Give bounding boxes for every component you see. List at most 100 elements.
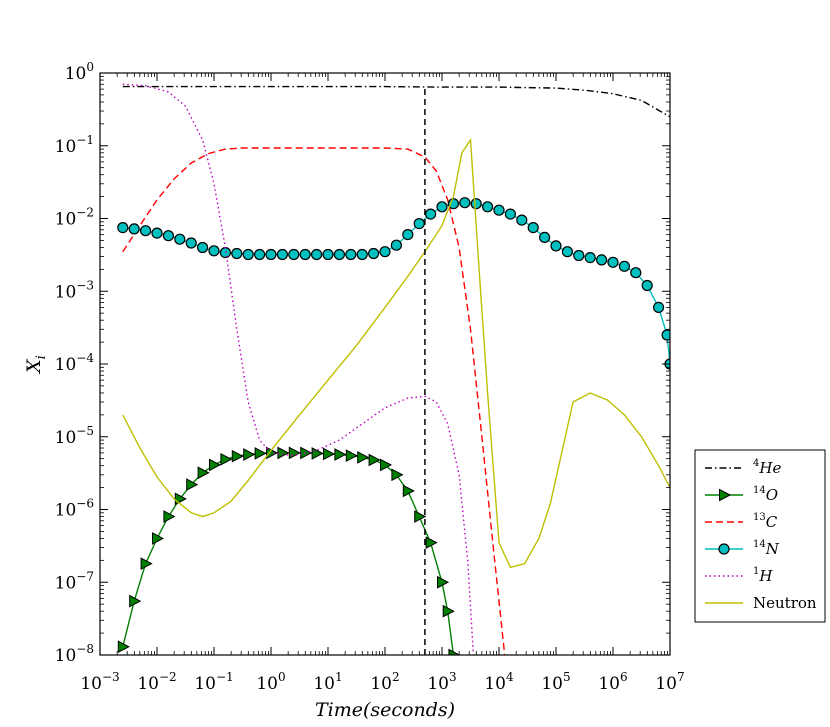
marker-14N-21 <box>356 248 368 261</box>
axes-layer <box>99 72 671 656</box>
marker-14N-22 <box>368 247 380 260</box>
marker-14N-25 <box>402 229 414 241</box>
marker-14N-8 <box>208 245 220 257</box>
marker-14O-12 <box>254 447 267 460</box>
marker-14O-21 <box>357 451 370 464</box>
marker-14O-10 <box>231 449 244 463</box>
series-line-1H <box>122 83 475 655</box>
series-line-14N <box>122 201 670 365</box>
marker-14N-41 <box>584 252 596 264</box>
marker-14O-4 <box>163 510 176 523</box>
marker-14N-10 <box>231 247 243 260</box>
x-tick-label: 101 <box>313 670 342 694</box>
marker-14N-11 <box>242 248 254 261</box>
marker-14N-32 <box>482 201 494 213</box>
x-tick-label: 10−3 <box>80 670 119 694</box>
marker-14N-5 <box>174 233 186 245</box>
marker-14N-38 <box>550 240 562 252</box>
marker-14N-45 <box>630 267 642 279</box>
x-axis-label: Time(seconds) <box>315 699 455 721</box>
series-line-13C <box>122 147 506 655</box>
marker-14O-0 <box>117 640 130 654</box>
marker-14N-18 <box>322 248 334 261</box>
legend-label-4He: 4He <box>753 458 781 477</box>
marker-14N-14 <box>276 248 288 261</box>
y-tick-label: 10−3 <box>55 278 94 302</box>
marker-14N-40 <box>573 249 585 262</box>
marker-14N-19 <box>333 248 345 261</box>
legend-label-14N: 14N <box>753 539 780 558</box>
x-tick-label: 107 <box>655 670 684 694</box>
marker-14O-30 <box>448 648 461 655</box>
marker-14N-37 <box>538 231 551 243</box>
marker-14N-23 <box>379 246 391 258</box>
legend-label-1H: 1H <box>753 566 773 585</box>
y-axis-label: Xi <box>23 355 49 375</box>
marker-14O-25 <box>402 484 415 498</box>
marker-14O-3 <box>152 532 165 545</box>
marker-14N-3 <box>151 227 163 239</box>
marker-14O-28 <box>437 575 450 589</box>
marker-14O-23 <box>380 458 393 472</box>
marker-14O-6 <box>186 478 199 491</box>
x-tick-label: 10−1 <box>194 670 233 694</box>
marker-14N-47 <box>652 301 665 313</box>
marker-14N-17 <box>311 248 323 261</box>
marker-14O-24 <box>391 468 404 482</box>
label-layer: 10−3 10−2 10−1 100 101 102 103 104 105 106 107 10−8… <box>23 60 685 721</box>
legend-label-14O: 14O <box>753 485 778 504</box>
marker-14O-22 <box>368 453 381 467</box>
marker-14N-1 <box>128 223 140 235</box>
marker-14O-26 <box>414 510 427 523</box>
y-tick-label: 10−4 <box>55 351 95 375</box>
marker-14O-14 <box>277 446 290 460</box>
legend-label-Neutron: Neutron <box>753 594 817 612</box>
marker-14O-1 <box>129 594 142 608</box>
marker-14N-34 <box>504 208 516 220</box>
marker-14N-15 <box>288 248 300 261</box>
marker-14N-30 <box>459 197 471 209</box>
marker-14O-2 <box>140 557 153 571</box>
marker-14N-24 <box>390 239 402 251</box>
x-tick-label: 103 <box>427 670 456 694</box>
series-line-14O <box>122 452 455 655</box>
marker-14O-5 <box>174 492 187 506</box>
y-tick-label: 10−5 <box>55 424 94 448</box>
marker-14O-16 <box>300 446 313 460</box>
x-tick-label: 102 <box>370 670 399 694</box>
marker-14N-6 <box>185 237 197 249</box>
marker-14N-39 <box>561 246 574 258</box>
marker-14O-27 <box>425 536 438 549</box>
x-tick-label: 106 <box>598 670 627 694</box>
marker-14N-12 <box>254 248 266 261</box>
marker-14N-7 <box>197 241 209 254</box>
y-tick-label: 10−1 <box>55 133 94 157</box>
marker-14O-17 <box>311 447 324 460</box>
marker-14N-28 <box>436 201 448 213</box>
x-tick-label: 10−2 <box>137 670 176 694</box>
marker-14O-8 <box>209 458 222 472</box>
marker-14O-20 <box>345 449 358 462</box>
series-line-Neutron <box>122 137 670 569</box>
marker-14N-44 <box>618 260 631 272</box>
marker-14N-48 <box>661 329 670 341</box>
series-layer <box>117 83 670 655</box>
marker-14O-9 <box>220 452 233 466</box>
marker-14N-42 <box>595 254 608 266</box>
marker-14N-0 <box>117 222 129 234</box>
marker-14N-16 <box>299 248 311 261</box>
marker-14O-7 <box>197 466 210 480</box>
y-tick-label: 10−2 <box>55 206 94 230</box>
marker-14N-46 <box>641 279 653 292</box>
y-tick-label: 100 <box>65 60 94 84</box>
marker-14O-15 <box>288 446 301 460</box>
marker-14N-13 <box>265 248 277 261</box>
marker-14O-19 <box>334 448 347 461</box>
series-line-4He <box>122 85 670 118</box>
marker-14N-27 <box>425 208 437 220</box>
marker-14N-33 <box>493 204 505 216</box>
legend-marker-14N <box>718 543 730 555</box>
marker-14N-43 <box>607 256 619 268</box>
marker-14O-29 <box>442 604 455 618</box>
legend-label-13C: 13C <box>753 512 778 531</box>
